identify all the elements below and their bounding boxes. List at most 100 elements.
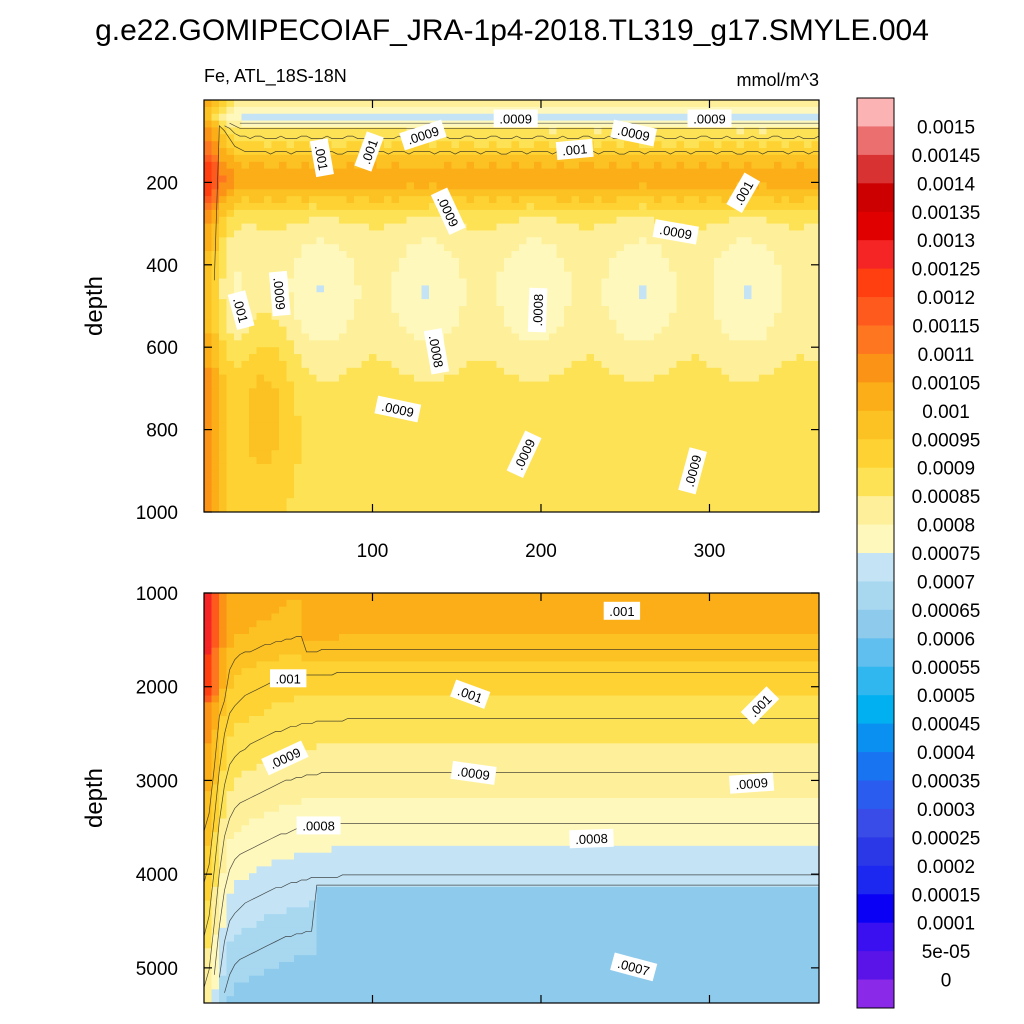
contour-cell: [361, 106, 370, 115]
contour-cell: [781, 505, 790, 512]
contour-cell: [309, 457, 318, 465]
contour-cell: [714, 340, 723, 348]
contour-cell: [766, 415, 775, 424]
contour-cell: [211, 209, 220, 218]
contour-cell: [804, 312, 813, 321]
contour-cell: [249, 409, 258, 417]
contour-cell: [549, 113, 558, 122]
contour-cell: [706, 443, 715, 451]
contour-cell: [406, 498, 415, 506]
contour-cell: [444, 141, 453, 149]
contour-cell: [429, 223, 438, 232]
contour-cell: [766, 395, 775, 403]
contour-cell: [736, 360, 745, 369]
contour-cell: [706, 402, 715, 410]
contour-cell: [219, 347, 228, 355]
contour-cell: [219, 409, 228, 417]
contour-cell: [286, 278, 295, 286]
contour-cell: [504, 457, 513, 465]
contour-cell: [316, 264, 325, 273]
contour-cell: [504, 299, 513, 307]
contour-cell: [804, 326, 813, 335]
contour-cell: [601, 360, 610, 369]
contour-cell: [759, 141, 768, 149]
contour-cell: [571, 306, 580, 314]
contour-cell: [444, 230, 453, 238]
contour-cell: [699, 484, 708, 492]
contour-cell: [376, 484, 385, 492]
contour-cell: [669, 168, 678, 177]
contour-cell: [669, 161, 678, 170]
contour-cell: [721, 223, 730, 232]
contour-cell: [376, 457, 385, 465]
contour-cell: [369, 354, 378, 362]
contour-cell: [684, 244, 693, 252]
contour-cell: [474, 443, 483, 451]
contour-cell: [286, 292, 295, 300]
contour-cell: [526, 203, 535, 211]
contour-cell: [414, 333, 423, 341]
contour-cell: [249, 230, 258, 238]
contour-cell: [331, 367, 340, 376]
contour-cell: [714, 374, 723, 383]
contour-cell: [324, 436, 333, 444]
contour-cell: [691, 203, 700, 211]
contour-cell: [706, 422, 715, 431]
contour-cell: [211, 113, 220, 122]
contour-cell: [639, 422, 648, 431]
contour-cell: [489, 354, 498, 362]
contour-cell: [219, 381, 228, 389]
contour-cell: [579, 450, 588, 458]
contour-cell: [721, 292, 730, 300]
contour-cell: [774, 491, 783, 499]
contour-cell: [609, 244, 618, 252]
contour-cell: [436, 395, 445, 403]
contour-cell: [429, 312, 438, 321]
contour-cell: [564, 168, 573, 177]
contour-cell: [369, 278, 378, 286]
contour-cell: [676, 189, 685, 197]
contour-cell: [339, 381, 348, 389]
contour-cell: [474, 457, 483, 465]
contour-cell: [781, 470, 790, 479]
contour-cell: [219, 505, 228, 512]
contour-cell: [459, 271, 468, 280]
contour-cell: [571, 484, 580, 492]
contour-cell: [436, 381, 445, 389]
contour-cell: [556, 409, 565, 417]
contour-cell: [451, 251, 460, 259]
contour-cell: [324, 100, 333, 108]
contour-cell: [466, 230, 475, 238]
contour-label-bg: [227, 290, 255, 331]
contour-cell: [526, 154, 535, 163]
contour-cell: [346, 319, 355, 328]
contour-cell: [376, 491, 385, 499]
contour-cell: [616, 312, 625, 321]
contour-cell: [474, 319, 483, 328]
contour-cell: [691, 257, 700, 266]
contour-cell: [676, 106, 685, 115]
contour-cell: [534, 333, 543, 341]
contour-cell: [414, 457, 423, 465]
contour-cell: [226, 237, 235, 245]
contour-cell: [601, 292, 610, 300]
contour-cell: [444, 463, 453, 472]
contour-cell: [234, 402, 243, 410]
contour-cell: [294, 443, 303, 451]
contour-cell: [226, 106, 235, 115]
contour-cell: [744, 154, 753, 163]
contour-cell: [669, 237, 678, 245]
contour-cell: [294, 175, 303, 183]
contour-cell: [234, 106, 243, 115]
contour-cell: [639, 312, 648, 321]
contour-cell: [301, 388, 310, 396]
contour-cell: [286, 470, 295, 479]
contour-cell: [204, 216, 213, 225]
contour-cell: [766, 175, 775, 183]
contour-cell: [556, 374, 565, 383]
contour-cell: [226, 402, 235, 410]
contour-cell: [234, 436, 243, 444]
contour-cell: [511, 168, 520, 177]
contour-cell: [339, 477, 348, 486]
contour-cell: [339, 498, 348, 506]
